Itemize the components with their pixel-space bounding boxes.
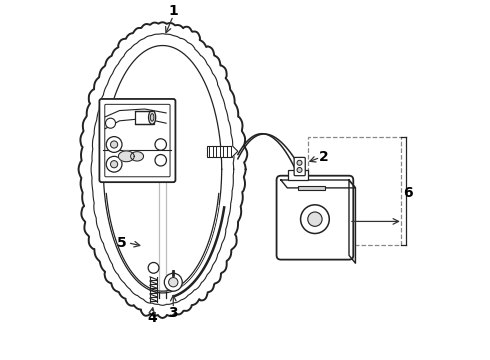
Circle shape (300, 205, 329, 234)
Polygon shape (281, 180, 355, 188)
Bar (207, 146, 232, 157)
Circle shape (105, 118, 116, 128)
FancyBboxPatch shape (98, 98, 176, 183)
Polygon shape (101, 105, 219, 291)
Text: 6: 6 (403, 185, 413, 199)
Bar (135, 111, 154, 124)
Text: 4: 4 (147, 311, 157, 325)
Ellipse shape (150, 114, 154, 121)
Circle shape (297, 167, 302, 172)
FancyBboxPatch shape (276, 176, 353, 260)
Bar (298, 186, 325, 190)
Text: 1: 1 (169, 4, 178, 18)
Circle shape (308, 212, 322, 226)
Text: 2: 2 (319, 150, 329, 164)
Circle shape (164, 273, 182, 291)
Bar (288, 170, 308, 180)
Circle shape (297, 160, 302, 165)
Polygon shape (232, 146, 238, 157)
Polygon shape (131, 152, 144, 161)
Polygon shape (349, 180, 355, 263)
Polygon shape (119, 151, 134, 162)
Circle shape (155, 154, 167, 166)
Circle shape (169, 278, 178, 287)
FancyBboxPatch shape (294, 157, 305, 176)
Ellipse shape (148, 111, 156, 124)
Circle shape (106, 156, 122, 172)
Text: 3: 3 (169, 306, 178, 320)
Bar (308, 137, 401, 244)
Text: 5: 5 (117, 236, 126, 250)
Circle shape (155, 139, 167, 150)
Circle shape (111, 141, 118, 148)
Circle shape (106, 136, 122, 152)
Circle shape (111, 161, 118, 168)
Circle shape (148, 262, 159, 273)
